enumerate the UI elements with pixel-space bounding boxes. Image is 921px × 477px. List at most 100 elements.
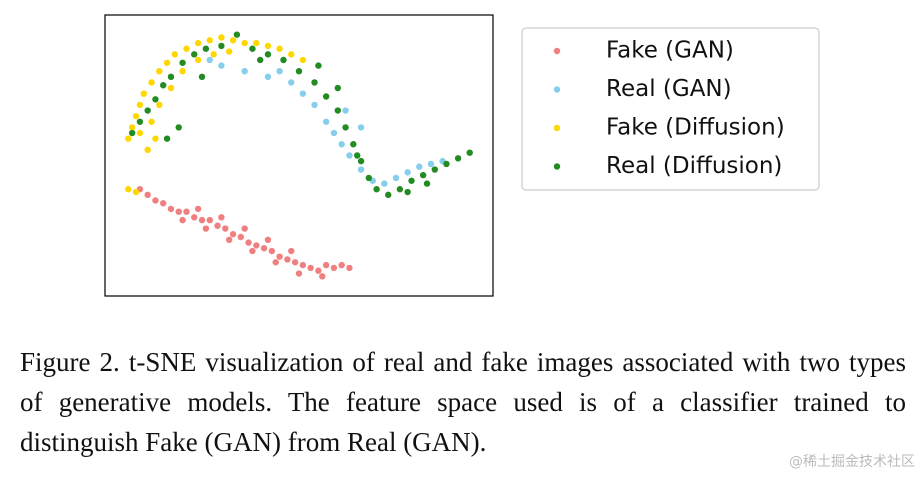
point [241,68,248,75]
point [350,141,357,148]
point [342,107,349,114]
point [249,247,256,255]
point [392,174,400,182]
point [152,135,159,142]
point [260,245,268,252]
point [156,68,163,75]
point [210,51,217,58]
point [311,101,318,109]
point [171,51,179,58]
point [128,124,136,131]
point [307,264,314,272]
point [156,101,163,109]
legend-marker [553,86,561,93]
legend-label: Real (Diffusion) [606,153,782,179]
point [416,163,423,170]
point [373,186,380,193]
point [338,261,345,269]
point [257,56,264,64]
point [249,45,256,52]
point [264,42,272,50]
point [148,118,155,125]
point [315,62,322,69]
point [253,39,260,47]
point [191,51,198,58]
legend-label: Fake (GAN) [606,38,734,64]
point [167,73,175,81]
point [357,157,365,165]
point [288,79,295,86]
point [214,222,221,229]
point [206,216,213,224]
point [198,216,206,224]
point [194,205,202,213]
point [163,135,171,142]
point [136,118,144,125]
point [202,45,210,52]
point [245,239,252,246]
point [194,56,202,64]
legend-label: Fake (Diffusion) [606,115,785,141]
point [125,186,132,193]
point [144,191,151,199]
legend-marker [553,163,561,170]
point [148,79,155,86]
point [322,93,330,100]
point [233,31,241,38]
point [160,200,167,207]
point [299,56,307,64]
point [229,230,237,238]
point [241,39,248,47]
point [299,261,307,269]
point [454,155,462,162]
point [288,247,295,255]
point [288,51,295,58]
point [334,84,341,92]
point [144,107,151,114]
point [179,216,186,224]
point [132,188,140,196]
point [206,56,213,64]
point [381,180,388,187]
point [218,34,225,41]
point [218,42,225,50]
point [404,188,411,196]
point [144,146,151,154]
point [346,264,353,272]
point [253,242,260,249]
point [222,225,229,232]
point [140,90,147,97]
point [354,152,361,159]
point [163,59,171,66]
point [268,247,276,255]
point [198,73,206,81]
point [322,261,330,269]
point [291,259,299,266]
point [264,73,272,81]
point [338,141,345,148]
point [431,166,438,173]
point [423,180,431,187]
point [365,174,373,182]
point [128,129,136,137]
point [241,225,248,232]
point [152,197,159,204]
point [466,149,473,156]
point [225,236,233,243]
caption: Figure 2. t-SNE visualization of real an… [20,347,906,457]
point [408,177,415,184]
watermark: @稀土掘金技术社区 [789,454,915,470]
point [152,96,159,103]
point [194,39,202,47]
point [179,68,186,75]
point [179,59,186,66]
point [206,37,213,44]
point [125,135,132,142]
point [330,129,338,137]
point [132,112,140,120]
chart: Fake (GAN) Real (GAN) Fake (Diffusion) Real… [104,14,820,297]
point [229,37,237,44]
point [385,191,392,199]
point [342,124,349,131]
